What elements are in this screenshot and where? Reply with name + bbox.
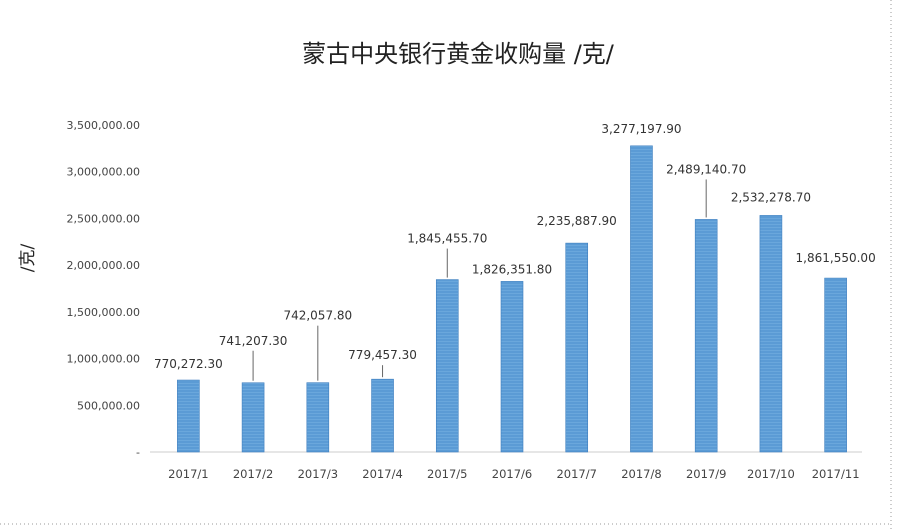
data-label: 770,272.30	[154, 357, 223, 371]
bars-group	[177, 145, 847, 453]
x-tick-label: 2017/10	[747, 467, 795, 481]
y-tick-label: 3,000,000.00	[67, 166, 140, 179]
bar	[435, 279, 459, 453]
data-label: 3,277,197.90	[601, 122, 681, 136]
bar	[241, 382, 265, 453]
y-tick-label: 2,000,000.00	[67, 259, 140, 272]
x-tick-label: 2017/7	[556, 467, 596, 481]
data-label: 2,489,140.70	[666, 162, 746, 176]
data-label: 1,861,550.00	[796, 251, 876, 265]
data-label: 1,845,455.70	[407, 232, 487, 246]
bar	[759, 215, 783, 453]
bar	[177, 379, 200, 453]
y-tick-label: 500,000.00	[77, 399, 140, 412]
data-label: 779,457.30	[348, 348, 417, 362]
x-tick-label: 2017/11	[812, 467, 860, 481]
bar	[694, 219, 718, 453]
leader-lines-group	[252, 179, 707, 381]
x-tick-label: 2017/6	[492, 467, 532, 481]
y-tick-label: 1,500,000.00	[67, 306, 140, 319]
x-tick-label: 2017/3	[298, 467, 338, 481]
x-tick-label: 2017/4	[362, 467, 402, 481]
bar	[306, 382, 330, 453]
x-tick-label: 2017/5	[427, 467, 467, 481]
x-axis-labels: 2017/1 2017/2 2017/3 2017/4 2017/5 2017/6 2017…	[168, 467, 859, 481]
y-tick-label: 1,000,000.00	[67, 353, 140, 366]
bar	[630, 145, 653, 453]
y-axis-ticks: - 500,000.00 1,000,000.00 1,500,000.00 2,000…	[67, 119, 141, 459]
y-axis-label: /克/	[18, 244, 38, 273]
data-label: 2,235,887.90	[537, 214, 617, 228]
bar	[824, 277, 847, 453]
x-tick-label: 2017/9	[686, 467, 726, 481]
chart-title: 蒙古中央银行黄金收购量 /克/	[302, 40, 615, 68]
data-label: 742,057.80	[283, 309, 352, 323]
y-tick-label: -	[136, 446, 140, 459]
x-tick-label: 2017/1	[168, 467, 208, 481]
x-tick-label: 2017/2	[233, 467, 273, 481]
y-tick-label: 3,500,000.00	[67, 119, 140, 132]
data-label: 1,826,351.80	[472, 262, 552, 276]
data-labels-group: 770,272.30 741,207.30 742,057.80 779,457.30…	[154, 122, 876, 371]
x-tick-label: 2017/8	[621, 467, 661, 481]
bar	[500, 281, 524, 453]
data-label: 741,207.30	[219, 334, 288, 348]
bar	[371, 378, 394, 453]
bar	[565, 242, 589, 453]
data-label: 2,532,278.70	[731, 190, 811, 204]
y-tick-label: 2,500,000.00	[67, 212, 140, 225]
